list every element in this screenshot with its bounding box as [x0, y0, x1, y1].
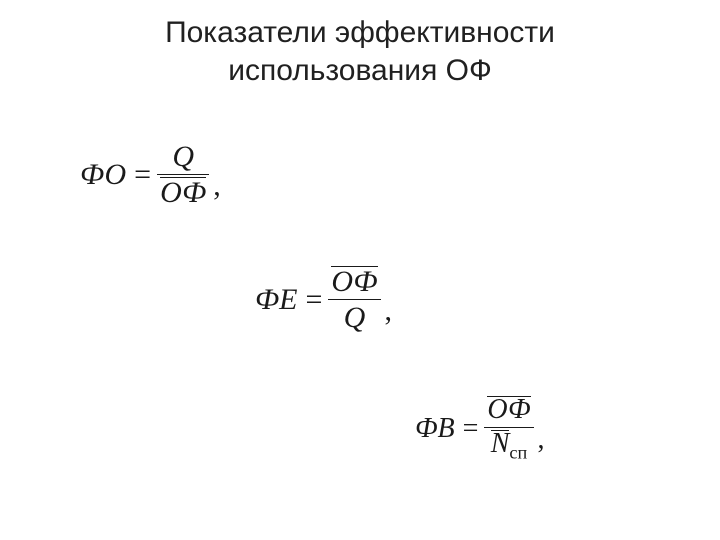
formula-fv-numerator: ОФ: [484, 395, 533, 427]
formula-fo-comma: ,: [213, 169, 221, 209]
formula-fv-fraction: ОФ N.сп: [484, 395, 533, 462]
formula-fe-denominator: Q: [341, 300, 369, 334]
formula-fv-comma: ,: [538, 424, 545, 462]
formula-fv-equals: =: [463, 413, 479, 445]
overbar-of-2: ОФ: [331, 265, 377, 298]
formula-fo-denominator: ОФ: [157, 175, 209, 209]
formula-fv: ФВ = ОФ N.сп ,: [415, 395, 545, 462]
formula-fv-lhs: ФВ: [415, 413, 455, 445]
formula-fe-lhs: ФЕ: [255, 283, 297, 317]
title-line-1: Показатели эффективности: [165, 16, 555, 49]
formula-fo-numerator: Q: [169, 140, 197, 174]
slide-title: Показатели эффективности использования О…: [0, 0, 720, 89]
formula-fe-numerator: ОФ: [328, 265, 380, 299]
formula-fe: ФЕ = ОФ Q ,: [255, 265, 392, 334]
title-line-2: использования ОФ: [228, 54, 492, 87]
formula-fe-comma: ,: [385, 294, 393, 334]
formula-fo-row: ФО = Q ОФ ,: [80, 140, 221, 209]
formula-fo-equals: =: [134, 158, 151, 192]
formula-fo-fraction: Q ОФ: [157, 140, 209, 209]
formula-fv-denominator: N.сп: [488, 428, 531, 463]
overbar-of-3: ОФ: [487, 395, 530, 426]
formula-fe-row: ФЕ = ОФ Q ,: [255, 265, 392, 334]
overbar-of-1: ОФ: [160, 176, 206, 209]
formula-fe-fraction: ОФ Q: [328, 265, 380, 334]
formula-fo-lhs: ФО: [80, 158, 126, 192]
overbar-nsp: N.: [491, 429, 510, 460]
denom-sub: сп: [509, 442, 527, 462]
formula-fv-row: ФВ = ОФ N.сп ,: [415, 395, 545, 462]
formula-fe-equals: =: [305, 283, 322, 317]
denom-n: N: [491, 428, 510, 459]
formula-fo: ФО = Q ОФ ,: [80, 140, 221, 209]
